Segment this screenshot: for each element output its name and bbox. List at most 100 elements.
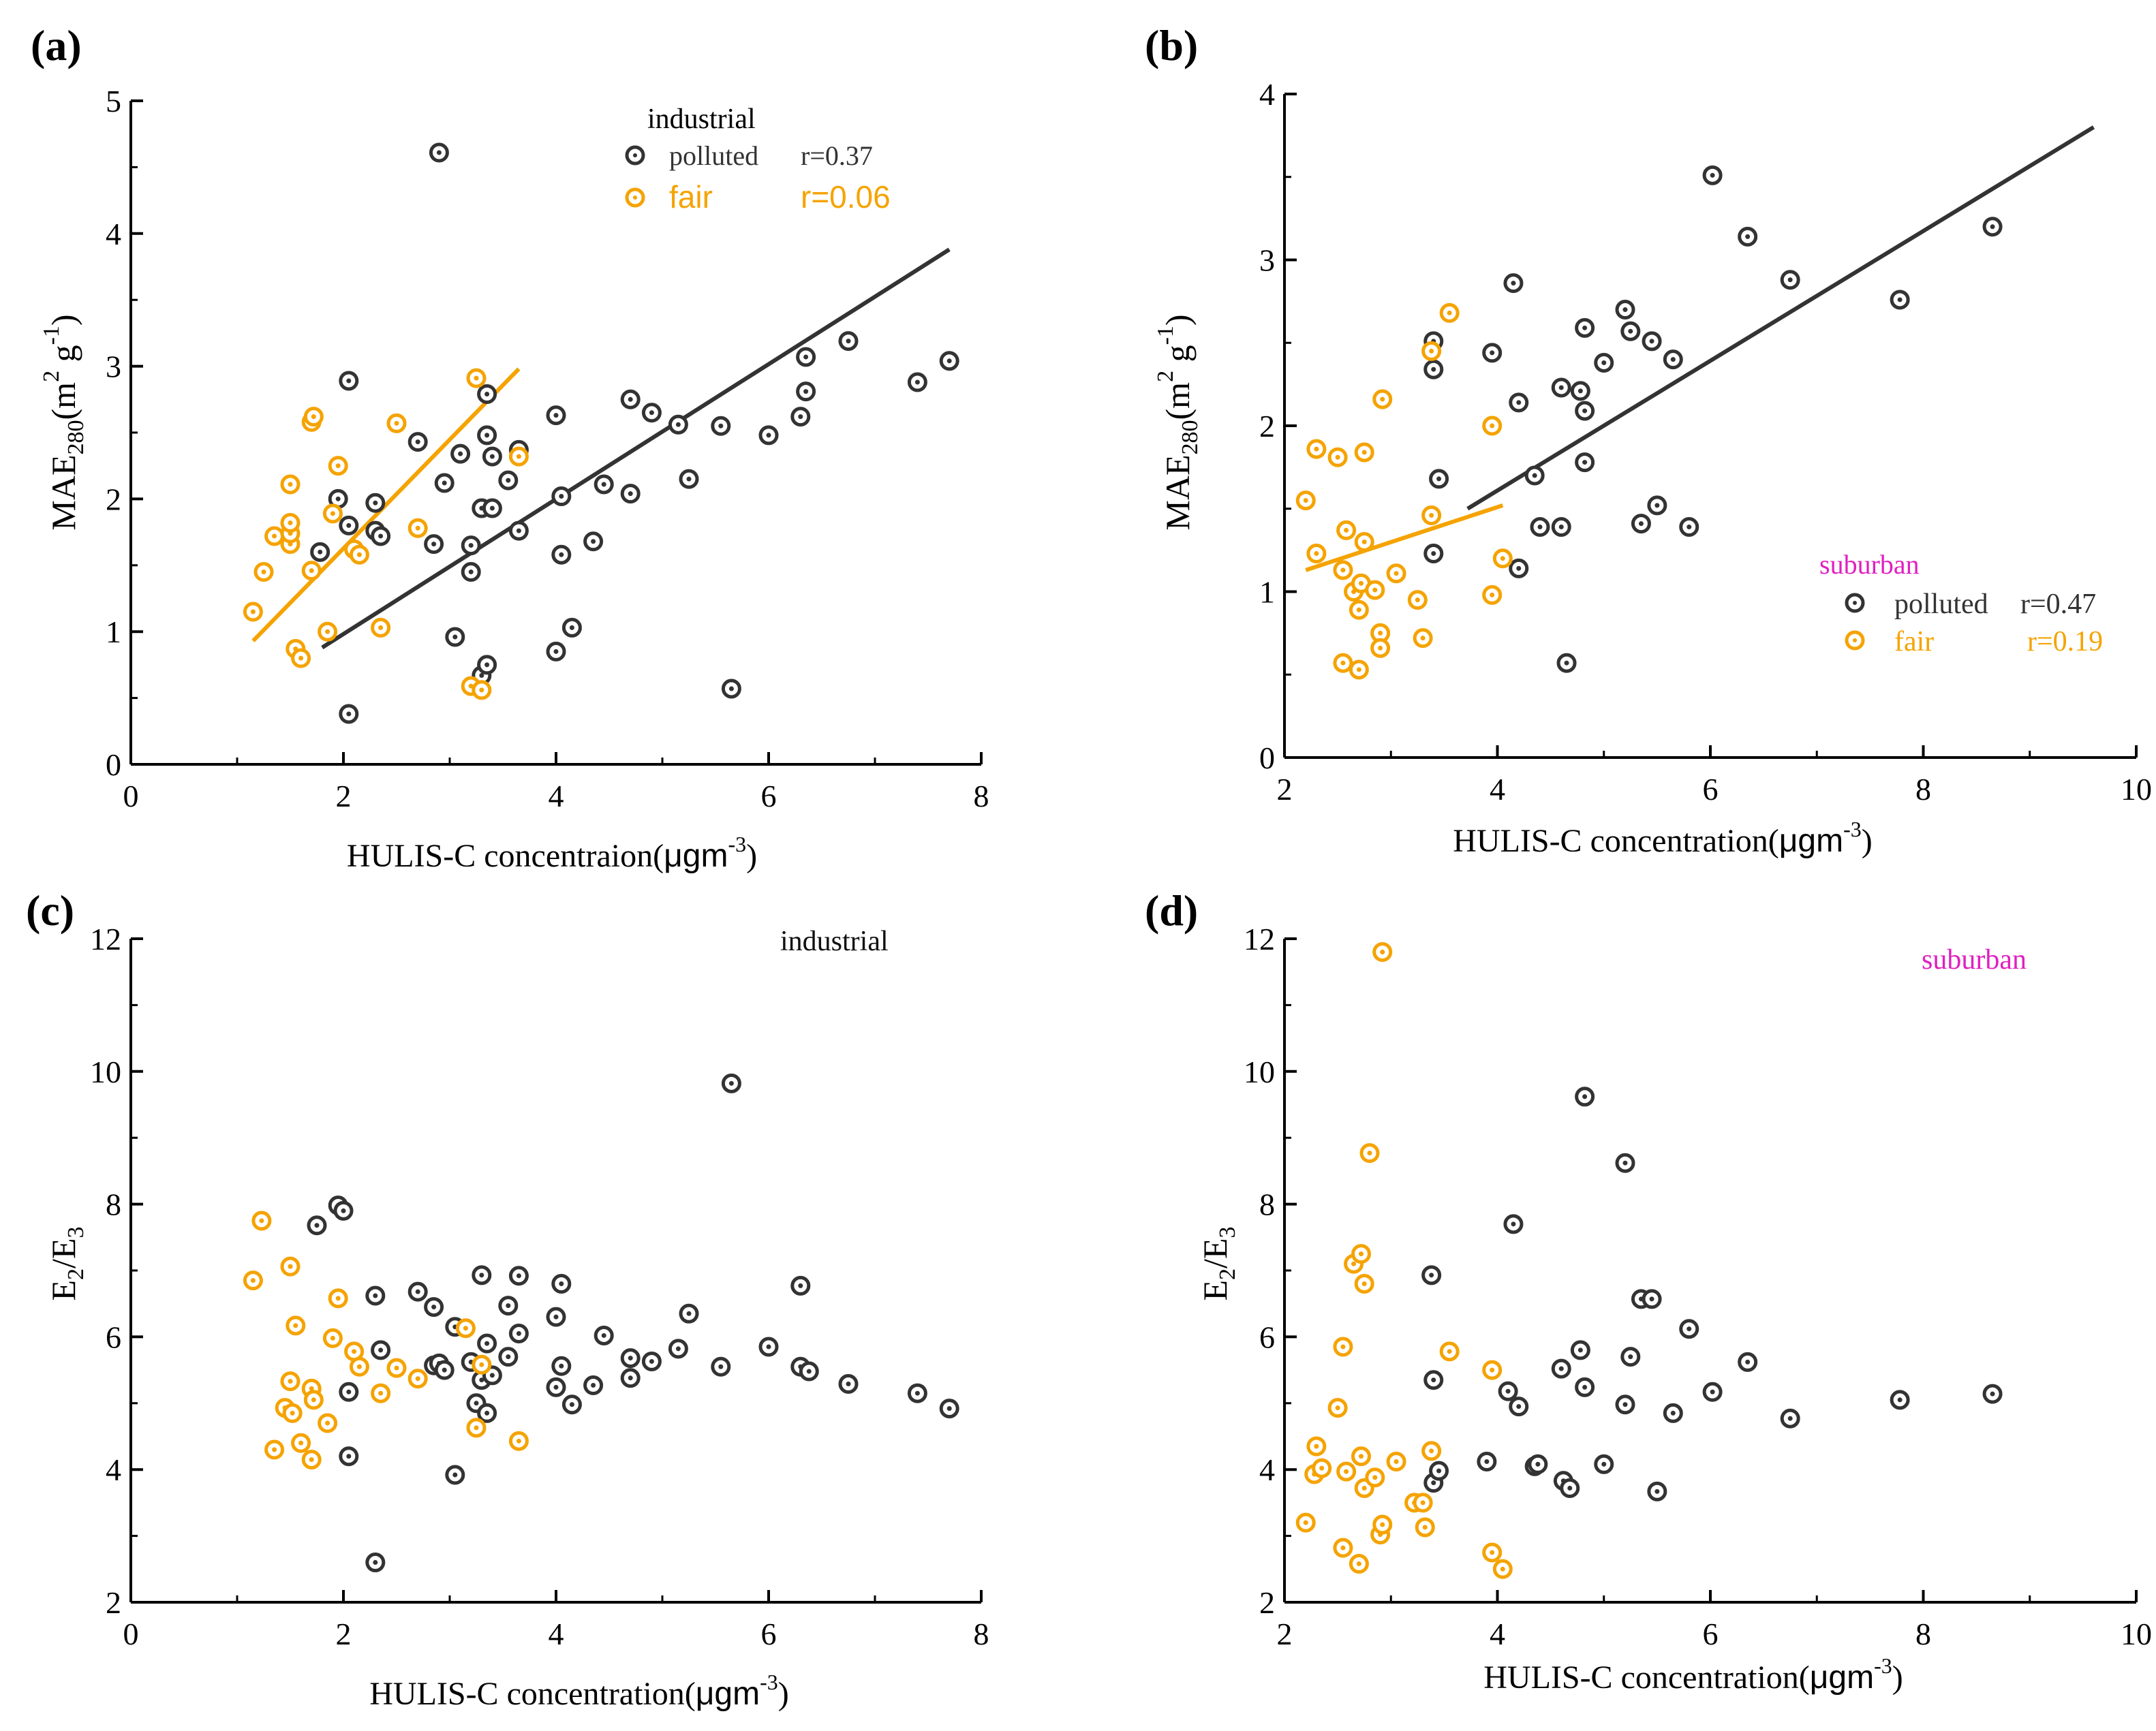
legend-r-polluted-a: r=0.37 [801,140,873,171]
point-polluted [796,347,816,367]
point-fair [1306,1436,1327,1456]
point-fair [1482,584,1503,605]
y-tick-label: 10 [1244,1055,1275,1089]
point-fair [1482,1542,1503,1563]
point-polluted [339,704,359,724]
point-polluted [1679,517,1699,537]
x-axis-label-d: HULIS-C concentration(μgm-3) [1483,1653,1903,1696]
point-polluted [1890,1390,1910,1410]
y-tick-label: 6 [1259,1320,1275,1354]
point-fair [1386,1452,1406,1472]
point-fair [1372,1514,1393,1535]
y-label-main: MAE [1158,454,1197,530]
point-polluted [1890,290,1910,310]
panel-d: (d) 2 4 6 8 10 2 4 6 8 10 12 E2/E3 HULIS-C concent… [1145,886,2152,1696]
svg-text:E2/E3: E2/E3 [1196,1227,1240,1301]
point-polluted [333,1200,354,1221]
point-polluted [1702,1382,1723,1402]
point-polluted [721,679,741,699]
point-polluted [1477,1452,1497,1472]
point-fair [1439,302,1460,323]
x-tick-label: 2 [1277,772,1293,807]
point-polluted [407,432,428,452]
point-polluted [1647,495,1667,516]
point-fair [349,1356,369,1377]
point-polluted [339,1382,359,1402]
legend-marker-polluted-a [625,145,645,166]
point-fair [291,648,311,668]
point-polluted [434,1360,455,1380]
point-polluted [1570,1340,1590,1360]
point-fair [318,621,338,642]
point-fair [407,1369,428,1389]
point-polluted [450,443,471,464]
point-polluted [1620,1347,1641,1367]
point-polluted [508,1266,529,1286]
point-fair [508,446,529,467]
point-fair [1306,543,1327,563]
point-polluted [1594,1454,1614,1474]
point-polluted [1738,1352,1758,1372]
y-label-open: (m [1158,382,1197,420]
point-fair [1359,1143,1380,1164]
point-polluted [561,1394,582,1415]
point-polluted [1423,1370,1444,1390]
point-polluted [371,1340,391,1360]
point-fair [322,503,343,524]
x-label-text: HULIS-C concentraion( [347,838,664,874]
point-fair [455,1318,476,1339]
x-tick-label: 8 [974,779,989,813]
x-label-unit: μgm [696,1676,760,1712]
point-polluted [620,389,641,409]
point-polluted [758,1337,779,1357]
point-fair [1413,628,1433,649]
point-polluted [907,372,927,392]
x-axis-label-a: HULIS-C concentraion(μgm-3) [347,832,757,874]
y-tick-label: 8 [106,1187,121,1222]
y-tick-label: 2 [106,482,121,516]
panel-label-c: (c) [26,886,74,935]
y-tick-label: 1 [106,614,121,649]
point-fair [1372,941,1393,962]
point-polluted [1421,1265,1442,1285]
y-label-close: ) [44,314,82,326]
y-tick-label: 0 [106,747,121,782]
point-fair [1327,447,1348,467]
x-tick-label: 8 [1915,772,1931,807]
y-tick-label: 2 [1259,409,1275,443]
point-fair [472,680,492,700]
point-polluted [1575,401,1595,421]
y-label-exp2: -1 [1153,326,1178,345]
point-polluted [508,1324,529,1344]
point-polluted [551,544,572,565]
point-fair [303,407,324,427]
x-label-unit: μgm [664,838,728,874]
x-tick-label: 0 [123,779,139,813]
point-fair [280,1371,301,1392]
point-fair [301,1450,322,1470]
panel-label-b: (b) [1145,21,1198,69]
point-polluted [365,493,386,513]
point-fair [1349,659,1369,680]
point-polluted [461,562,481,582]
point-fair [1354,442,1374,463]
point-polluted [1663,1403,1683,1423]
x-axis-label-b: HULIS-C concentration(μgm-3) [1453,817,1873,859]
point-polluted [546,641,566,661]
point-fair [1386,563,1406,584]
y-tick-label: 4 [1259,77,1275,112]
point-fair [386,1358,407,1378]
point-fair [322,1328,343,1348]
y-tick-label: 4 [106,217,121,251]
x-tick-label: 4 [1490,772,1505,807]
point-fair [318,1413,338,1433]
x-label-unit: μgm [1779,823,1843,859]
point-polluted [939,351,959,371]
point-polluted [546,1307,566,1327]
point-fair [1421,505,1442,525]
point-polluted [1780,1408,1800,1429]
x-label-exp: -3 [1843,817,1862,841]
point-fair [1333,1337,1353,1357]
point-polluted [1982,217,2003,237]
point-fair [1365,580,1385,600]
